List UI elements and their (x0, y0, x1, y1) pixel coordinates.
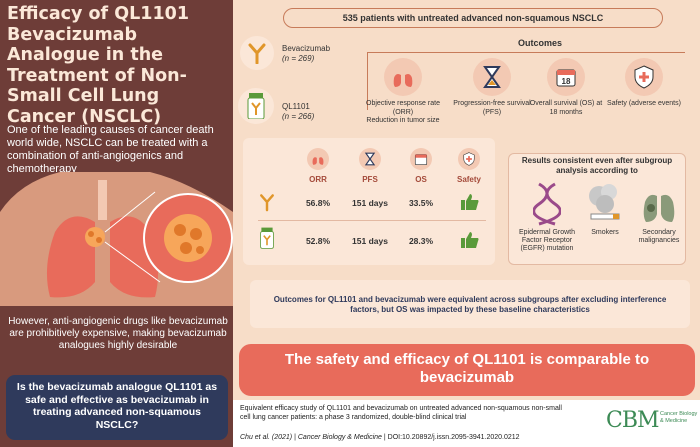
outcome-pfs: Progression-free survival (PFS) (452, 58, 532, 117)
question-box: Is the bevacizumab analogue QL1101 as sa… (6, 375, 228, 440)
conclusion-banner: The safety and efficacy of QL1101 is com… (239, 344, 695, 396)
lungs-icon (384, 58, 422, 96)
lungs-illustration (0, 172, 233, 306)
vial-icon (238, 88, 274, 124)
hourglass-icon (359, 148, 381, 170)
cell-ql-os: 28.3% (408, 236, 434, 246)
hourglass-icon (473, 58, 511, 96)
outcomes-title: Outcomes (517, 38, 562, 48)
equivalence-note: Outcomes for QL1101 and bevacizumab were… (250, 280, 690, 328)
calendar-icon: 18 (547, 58, 585, 96)
subgroup-title: Results consistent even after subgroup a… (521, 156, 673, 175)
shield-icon (625, 58, 663, 96)
arm-bevacizumab: Bevacizumab (n = 269) (282, 44, 331, 63)
cbm-logo-subtitle: Cancer Biology & Medicine (660, 411, 698, 424)
smoke-icon (580, 182, 630, 229)
left-panel: Efficacy of QL1101 Bevacizumab Analogue … (0, 0, 233, 447)
dna-icon (512, 182, 582, 229)
cell-ql-pfs: 151 days (352, 236, 388, 246)
footer (233, 400, 700, 447)
cell-ql-orr: 52.8% (305, 236, 331, 246)
vial-icon (259, 227, 275, 254)
page-title: Efficacy of QL1101 Bevacizumab Analogue … (7, 4, 189, 127)
antibody-icon (258, 192, 276, 217)
arm-ql1101: QL1101 (n = 266) (282, 102, 315, 121)
arms-connector (367, 52, 368, 110)
reference-title: Equivalent efficacy study of QL1101 and … (240, 405, 562, 421)
shield-icon (458, 148, 480, 170)
outcomes-connector (367, 52, 685, 53)
subgroup-smokers: Smokers (580, 182, 630, 237)
antibody-icon (240, 36, 274, 70)
patients-banner: 535 patients with untreated advanced non… (283, 8, 663, 28)
header-orr: ORR (309, 175, 327, 184)
svg-text:18: 18 (562, 77, 571, 86)
row-divider (258, 220, 486, 221)
citation-line: Chu et al. (2021) | Cancer Biology & Med… (240, 434, 520, 441)
calendar-icon (410, 148, 432, 170)
lungs-icon (307, 148, 329, 170)
intro-text: One of the leading causes of cancer deat… (7, 124, 214, 175)
subgroup-egfr: Epidermal Growth Factor Receptor (EGFR) … (512, 182, 582, 253)
outcome-os: 18 Overall survival (OS) at 18 months (526, 58, 606, 117)
outcome-safety: Safety (adverse events) (604, 58, 684, 109)
cbm-logo: CBM (606, 408, 660, 433)
header-pfs: PFS (362, 175, 378, 184)
outcome-orr: Objective response rate (ORR) Reduction … (363, 58, 443, 126)
caveat-text: However, anti-angiogenic drugs like beva… (8, 316, 228, 351)
cell-bev-os: 33.5% (408, 198, 434, 208)
lung-tumor-icon (632, 182, 686, 229)
subgroup-secondary: Secondary malignancies (632, 182, 686, 245)
header-os: OS (415, 175, 427, 184)
thumbs-up-icon (460, 231, 480, 254)
cell-bev-orr: 56.8% (305, 198, 331, 208)
header-safety: Safety (456, 175, 481, 184)
thumbs-up-icon (460, 193, 480, 216)
cell-bev-pfs: 151 days (352, 198, 388, 208)
